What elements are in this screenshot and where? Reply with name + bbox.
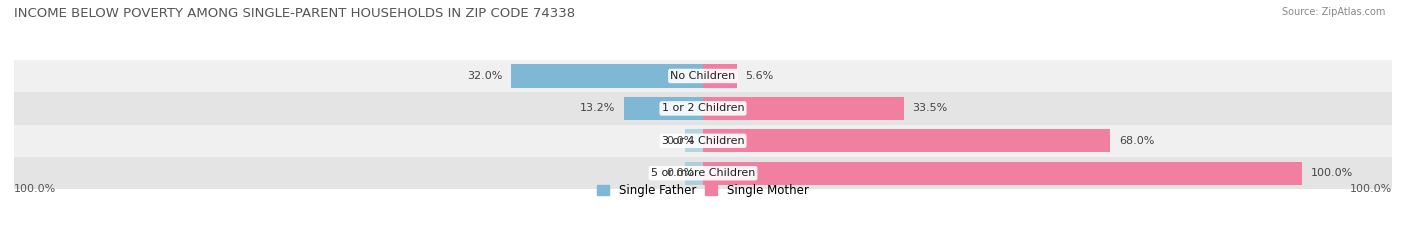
Bar [703,129,1111,152]
Bar [703,64,737,88]
Bar [14,60,1392,92]
Text: 1 or 2 Children: 1 or 2 Children [662,103,744,113]
Text: 100.0%: 100.0% [1350,185,1392,195]
Text: No Children: No Children [671,71,735,81]
Bar [685,161,703,185]
Text: 13.2%: 13.2% [579,103,614,113]
Bar [703,161,1302,185]
Text: 0.0%: 0.0% [666,168,695,178]
Bar [14,125,1392,157]
Bar [14,157,1392,189]
Text: Source: ZipAtlas.com: Source: ZipAtlas.com [1281,7,1385,17]
Text: 33.5%: 33.5% [912,103,948,113]
Text: 32.0%: 32.0% [467,71,502,81]
Text: 5 or more Children: 5 or more Children [651,168,755,178]
Text: 3 or 4 Children: 3 or 4 Children [662,136,744,146]
Bar [512,64,703,88]
Legend: Single Father, Single Mother: Single Father, Single Mother [598,184,808,197]
Text: 100.0%: 100.0% [1310,168,1354,178]
Bar [685,129,703,152]
Text: 100.0%: 100.0% [14,185,56,195]
Text: INCOME BELOW POVERTY AMONG SINGLE-PARENT HOUSEHOLDS IN ZIP CODE 74338: INCOME BELOW POVERTY AMONG SINGLE-PARENT… [14,7,575,20]
Bar [703,97,904,120]
Text: 0.0%: 0.0% [666,136,695,146]
Bar [624,97,703,120]
Bar [14,92,1392,125]
Text: 5.6%: 5.6% [745,71,773,81]
Text: 68.0%: 68.0% [1119,136,1154,146]
